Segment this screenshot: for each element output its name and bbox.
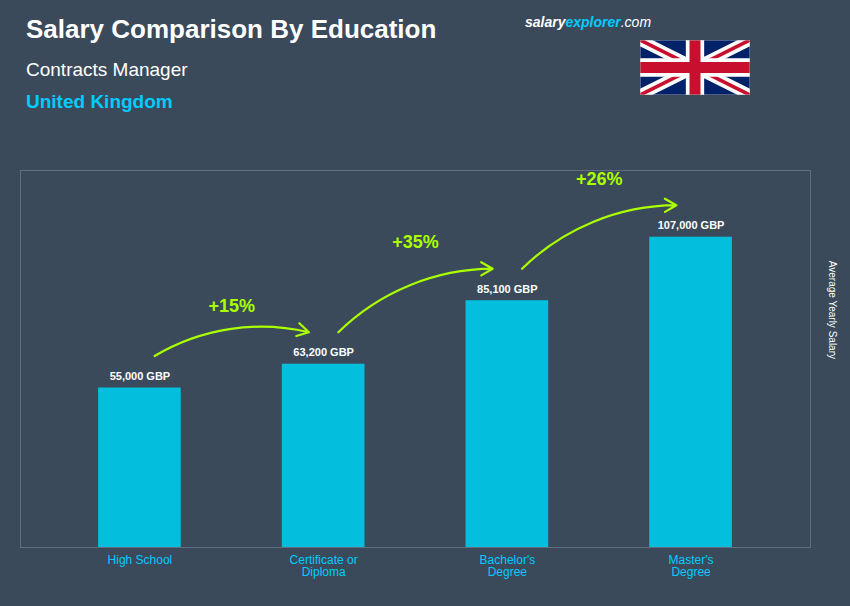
svg-text:Master'sDegree: Master'sDegree (669, 553, 714, 579)
svg-text:+15%: +15% (209, 296, 256, 316)
svg-text:107,000 GBP: 107,000 GBP (658, 219, 725, 231)
svg-text:High School: High School (108, 553, 173, 567)
html-text:salary explorer.com: salary explorer.com (525, 14, 652, 30)
svg-text:+35%: +35% (392, 232, 439, 252)
svg-text:+26%: +26% (576, 169, 623, 189)
html-text:Salary Comparison By Education: Salary Comparison By Education (26, 14, 437, 44)
svg-text:63,200 GBP: 63,200 GBP (293, 346, 354, 358)
svg-text:Bachelor'sDegree: Bachelor'sDegree (480, 553, 536, 579)
svg-text:55,000 GBP: 55,000 GBP (110, 370, 171, 382)
svg-text:Average Yearly Salary: Average Yearly Salary (827, 261, 838, 359)
html-text:Contracts Manager: Contracts Manager (26, 59, 188, 80)
html-text:United Kingdom: United Kingdom (26, 91, 173, 112)
svg-text:85,100 GBP: 85,100 GBP (477, 283, 538, 295)
svg-text:Certificate orDiploma: Certificate orDiploma (290, 553, 358, 579)
